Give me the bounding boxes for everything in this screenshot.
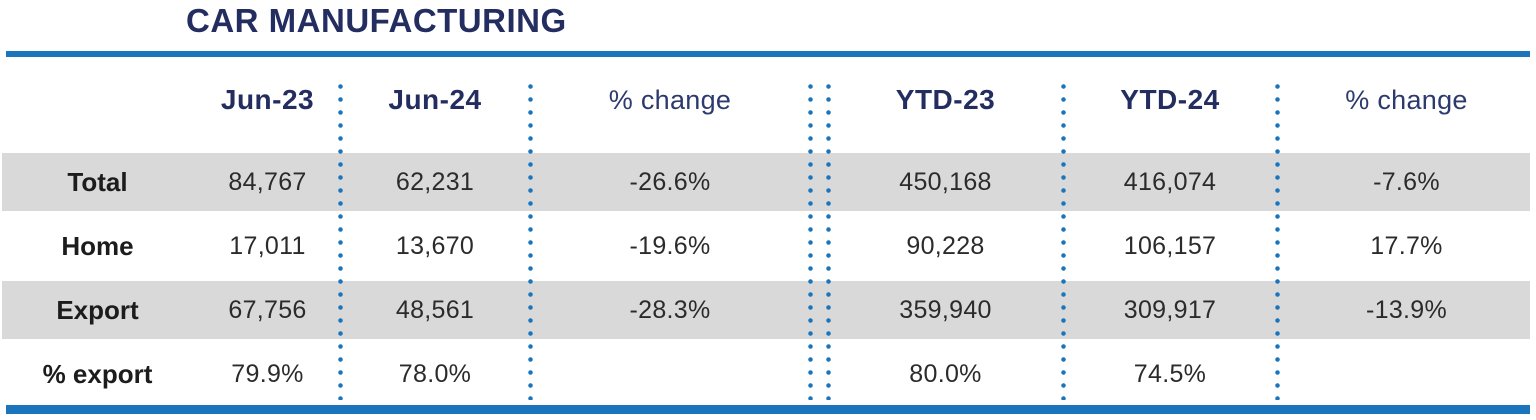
cell-export-jun23: 67,756 xyxy=(228,295,307,324)
column-spacer xyxy=(810,278,828,342)
column-spacer xyxy=(810,150,828,214)
row-label-total: Total xyxy=(67,166,128,197)
column-spacer xyxy=(810,342,828,406)
cell-pct-export-jun24: 78.0% xyxy=(398,359,472,388)
dotted-separator-mid-right xyxy=(826,80,831,400)
cell-pct-export-pct-month xyxy=(530,342,810,406)
cell-total-pct-ytd: -7.6% xyxy=(1373,167,1440,196)
row-label-pct-export: % export xyxy=(42,358,153,389)
page-title: CAR MANUFACTURING xyxy=(186,2,567,39)
data-table: Jun-23 Jun-24 % change YTD-23 YTD-24 % c… xyxy=(0,62,1536,406)
cell-total-ytd24: 416,074 xyxy=(1123,167,1217,196)
row-label-export: Export xyxy=(56,294,139,325)
cell-home-jun23: 17,011 xyxy=(229,231,306,260)
cell-home-pct-ytd: 17.7% xyxy=(1370,231,1443,260)
cell-home-pct-month: -19.6% xyxy=(629,231,711,260)
cell-pct-export-pct-ytd xyxy=(1277,342,1536,406)
col-header-ytd-24: YTD-24 xyxy=(1120,84,1220,115)
bottom-rule xyxy=(6,405,1530,414)
cell-pct-export-jun23: 79.9% xyxy=(231,359,304,388)
col-header-pct-change-month: % change xyxy=(608,84,732,115)
cell-home-jun24: 13,670 xyxy=(395,231,475,260)
cell-pct-export-ytd23: 80.0% xyxy=(909,359,982,388)
dotted-separator-mid-left xyxy=(808,80,813,400)
cell-home-ytd24: 106,157 xyxy=(1123,231,1217,260)
dotted-separator xyxy=(1061,80,1066,400)
column-spacer xyxy=(810,62,828,150)
top-rule xyxy=(6,51,1530,57)
cell-pct-export-ytd24: 74.5% xyxy=(1133,359,1207,388)
cell-home-ytd23: 90,228 xyxy=(906,231,985,260)
cell-export-jun24: 48,561 xyxy=(395,295,475,324)
cell-export-pct-ytd: -13.9% xyxy=(1365,295,1447,324)
col-header-ytd-23: YTD-23 xyxy=(895,84,996,115)
cell-total-jun23: 84,767 xyxy=(228,167,307,196)
col-header-jun-24: Jun-24 xyxy=(388,84,482,115)
cell-total-pct-month: -26.6% xyxy=(629,167,711,196)
col-header-jun-23: Jun-23 xyxy=(220,84,315,115)
row-label-home: Home xyxy=(61,230,134,261)
cell-export-ytd24: 309,917 xyxy=(1123,295,1217,324)
cell-export-pct-month: -28.3% xyxy=(629,295,711,324)
cell-export-ytd23: 359,940 xyxy=(899,295,992,324)
col-header-pct-change-ytd: % change xyxy=(1345,84,1468,115)
cell-total-ytd23: 450,168 xyxy=(899,167,992,196)
dotted-separator xyxy=(338,80,343,400)
col-header-empty xyxy=(0,62,195,150)
cell-total-jun24: 62,231 xyxy=(395,167,475,196)
column-spacer xyxy=(810,214,828,278)
dotted-separator xyxy=(1275,80,1280,400)
dotted-separator xyxy=(528,80,533,400)
